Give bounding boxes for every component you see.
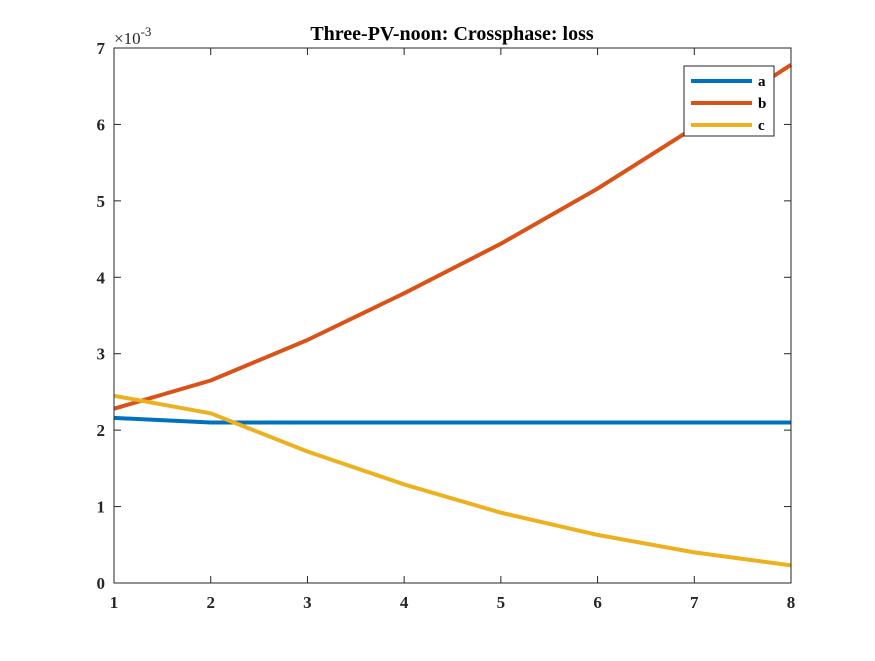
- legend: abc: [683, 65, 775, 137]
- y-tick-label-2: 2: [97, 421, 106, 440]
- series-line-b: [113, 63, 793, 411]
- y-tick-label-3: 3: [97, 345, 106, 364]
- legend-items: abc: [691, 74, 766, 134]
- legend-label-c: c: [758, 118, 765, 134]
- chart-title: Three-PV-noon: Crossphase: loss: [310, 23, 594, 45]
- x-tick-label-2: 2: [206, 593, 215, 612]
- y-multiplier-label: ×10-3: [114, 24, 151, 48]
- series-layer: [113, 63, 793, 568]
- x-tick-label-3: 3: [303, 593, 312, 612]
- series-line-c: [113, 393, 792, 568]
- x-tick-label-4: 4: [400, 593, 409, 612]
- y-tick-label-0: 0: [97, 574, 106, 593]
- y-tick-label-1: 1: [97, 498, 106, 517]
- legend-label-a: a: [758, 74, 766, 90]
- y-tick-label-5: 5: [97, 192, 106, 211]
- y-tick-label-7: 7: [97, 39, 106, 58]
- legend-label-b: b: [758, 96, 766, 112]
- y-multiplier-exponent: -3: [141, 24, 152, 39]
- axes-box: [113, 47, 792, 584]
- x-tick-label-5: 5: [497, 593, 506, 612]
- y-multiplier-base: ×10: [114, 29, 141, 48]
- series-line-a: [113, 415, 791, 425]
- y-tick-label-6: 6: [97, 115, 106, 134]
- x-tick-label-6: 6: [593, 593, 602, 612]
- y-tick-label-4: 4: [97, 268, 106, 287]
- x-tick-label-7: 7: [690, 593, 699, 612]
- x-tick-label-1: 1: [110, 593, 119, 612]
- x-tick-label-8: 8: [787, 593, 796, 612]
